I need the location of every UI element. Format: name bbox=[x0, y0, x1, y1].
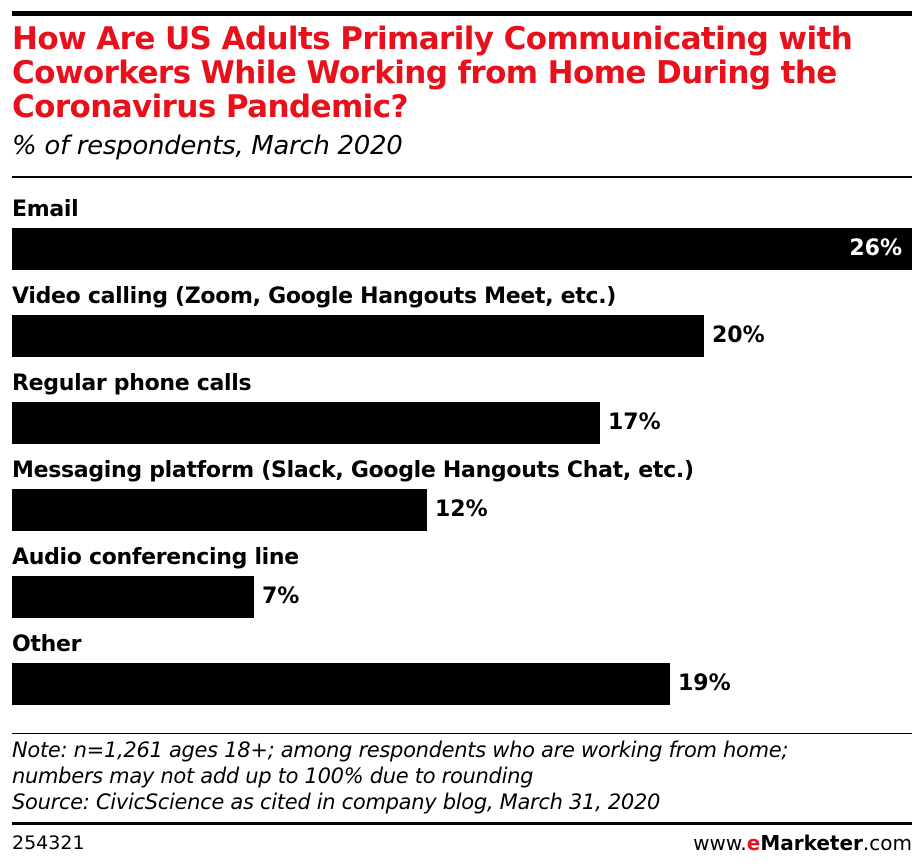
bar-label: Regular phone calls bbox=[12, 371, 252, 396]
brand-e: e bbox=[746, 831, 761, 855]
chart-id: 254321 bbox=[12, 832, 85, 854]
bar bbox=[12, 228, 912, 270]
bar bbox=[12, 576, 254, 618]
bar-value-label: 7% bbox=[262, 584, 300, 609]
bar-value-label: 19% bbox=[678, 671, 731, 696]
top-rule bbox=[12, 11, 912, 16]
note-rule bbox=[12, 733, 912, 734]
bar-label: Email bbox=[12, 197, 79, 222]
note-line-2: numbers may not add up to 100% due to ro… bbox=[12, 764, 534, 788]
bar bbox=[12, 402, 600, 444]
brand-name: Marketer bbox=[760, 831, 863, 855]
bar-label: Video calling (Zoom, Google Hangouts Mee… bbox=[12, 284, 617, 309]
chart-subtitle: % of respondents, March 2020 bbox=[12, 131, 403, 161]
source-line: Source: CivicScience as cited in company… bbox=[12, 790, 661, 814]
bar-value-label: 12% bbox=[435, 497, 488, 522]
bar-label: Audio conferencing line bbox=[12, 545, 299, 570]
bar-value-label: 17% bbox=[608, 410, 661, 435]
bar bbox=[12, 315, 704, 357]
note-line-1: Note: n=1,261 ages 18+; among respondent… bbox=[12, 738, 789, 762]
brand-logo[interactable]: www.eMarketer.com bbox=[693, 831, 912, 855]
bar bbox=[12, 663, 670, 705]
bar bbox=[12, 489, 427, 531]
brand-prefix: www. bbox=[693, 831, 747, 855]
bar-value-label: 20% bbox=[712, 323, 765, 348]
brand-suffix: .com bbox=[862, 831, 912, 855]
subtitle-rule bbox=[12, 176, 912, 178]
footer-rule bbox=[12, 822, 912, 825]
chart-title: How Are US Adults Primarily Communicatin… bbox=[12, 21, 853, 125]
bar-label: Other bbox=[12, 632, 82, 657]
bar-label: Messaging platform (Slack, Google Hangou… bbox=[12, 458, 694, 483]
bar-value-label: 26% bbox=[849, 236, 902, 261]
